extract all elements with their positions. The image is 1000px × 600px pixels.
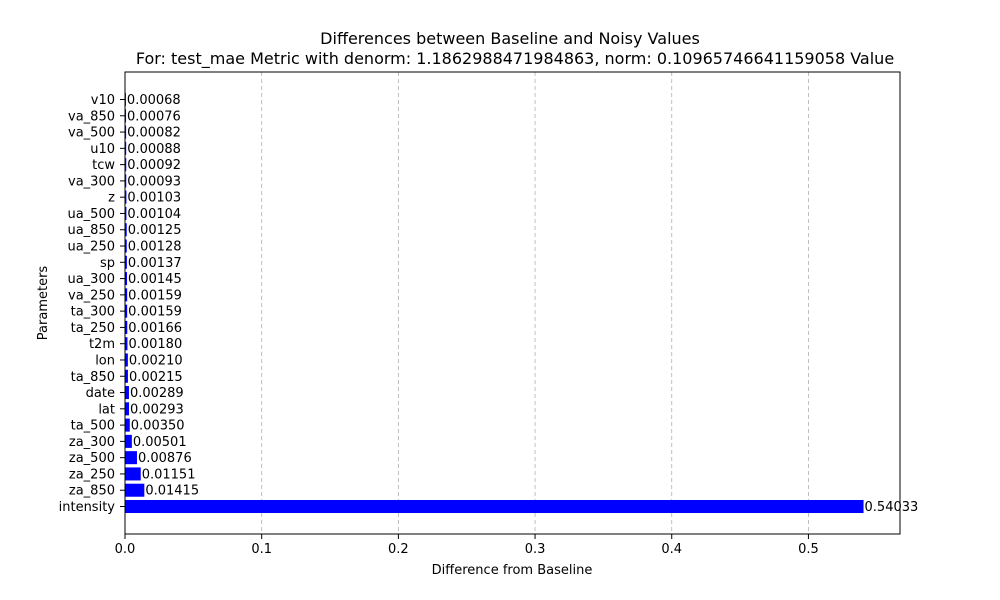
value-label: 0.00104 — [127, 207, 181, 222]
value-label: 0.00068 — [127, 93, 181, 108]
bar-tcw — [125, 158, 127, 172]
x-tick-label: 0.3 — [525, 542, 546, 557]
value-label: 0.00076 — [127, 109, 181, 124]
value-label: 0.01415 — [145, 484, 199, 499]
y-tick-label: va_250 — [68, 288, 115, 303]
value-label: 0.00088 — [127, 142, 181, 157]
chart-title: Differences between Baseline and Noisy V… — [320, 29, 700, 48]
value-label: 0.00125 — [128, 223, 182, 238]
x-axis-label: Difference from Baseline — [432, 563, 593, 578]
x-axis-ticks: 0.0 0.1 0.2 0.3 0.4 0.5 — [115, 534, 819, 557]
y-tick-label: tcw — [92, 158, 115, 173]
value-label: 0.00166 — [128, 321, 182, 336]
bar-za_500 — [125, 451, 137, 465]
y-tick-label: va_500 — [68, 126, 115, 141]
bar-va_300 — [125, 174, 127, 188]
value-label: 0.00103 — [127, 191, 181, 206]
y-axis-label: Parameters — [36, 266, 51, 341]
chart-subtitle: For: test_mae Metric with denorm: 1.1862… — [136, 49, 894, 69]
value-label: 0.00293 — [130, 402, 184, 417]
y-tick-label: za_250 — [69, 467, 115, 482]
y-tick-label: intensity — [59, 500, 116, 515]
bar-date — [125, 386, 129, 400]
y-tick-label: za_300 — [69, 435, 115, 450]
y-tick-label: ta_300 — [71, 305, 115, 320]
y-tick-label: sp — [100, 256, 115, 271]
y-tick-label: ua_500 — [67, 207, 115, 222]
bar-intensity — [125, 499, 864, 514]
bar-ta_250 — [125, 320, 128, 334]
bar-za_850 — [125, 483, 145, 497]
bar-ta_500 — [125, 418, 130, 432]
value-label: 0.01151 — [142, 467, 196, 482]
bar-ta_850 — [125, 369, 128, 383]
value-label: 0.00082 — [127, 126, 181, 141]
y-tick-label: t2m — [89, 337, 115, 352]
value-labels: 0.54033 0.01415 0.011510.008760.005010.003… — [127, 93, 918, 515]
value-label: 0.00289 — [130, 386, 184, 401]
value-label: 0.00215 — [129, 370, 183, 385]
bar-u10 — [125, 141, 127, 155]
value-label: 0.00210 — [129, 353, 183, 368]
value-label: 0.00180 — [128, 337, 182, 352]
y-tick-label: za_500 — [69, 451, 115, 466]
bar-z — [125, 190, 127, 204]
value-label: 0.00128 — [128, 240, 182, 255]
y-tick-label: za_850 — [69, 484, 115, 499]
value-label: 0.00350 — [131, 419, 185, 434]
grid-lines — [124, 72, 809, 534]
y-tick-label: ua_300 — [67, 272, 115, 287]
y-tick-label: va_850 — [68, 109, 115, 124]
bar-lat — [125, 402, 130, 416]
value-label: 0.00159 — [128, 288, 182, 303]
plot-frame — [124, 71, 901, 535]
bars — [125, 92, 864, 514]
bar-va_850 — [125, 109, 127, 123]
bar-va_250 — [125, 288, 128, 302]
x-tick-label: 0.1 — [251, 542, 272, 557]
y-tick-label: ta_250 — [71, 321, 115, 336]
y-tick-label: ta_500 — [71, 419, 115, 434]
value-label: 0.54033 — [865, 500, 919, 515]
bar-za_250 — [125, 467, 141, 481]
x-tick-label: 0.4 — [661, 542, 682, 557]
y-tick-label: lon — [95, 353, 115, 368]
value-label: 0.00145 — [128, 272, 182, 287]
value-label: 0.00093 — [127, 174, 181, 189]
y-tick-label: ua_850 — [67, 223, 115, 238]
bar-ua_250 — [125, 239, 127, 253]
value-label: 0.00876 — [138, 451, 192, 466]
bar-t2m — [125, 337, 128, 351]
y-tick-label: ta_850 — [71, 370, 115, 385]
bar-lon — [125, 353, 128, 367]
x-tick-label: 0.0 — [115, 542, 136, 557]
y-tick-label: lat — [98, 402, 115, 417]
y-tick-label: ua_250 — [67, 240, 115, 255]
y-tick-label: z — [108, 191, 115, 206]
y-tick-label: v10 — [91, 93, 115, 108]
bar-za_300 — [125, 434, 132, 448]
value-label: 0.00159 — [128, 305, 182, 320]
value-label: 0.00501 — [133, 435, 187, 450]
x-tick-label: 0.2 — [388, 542, 409, 557]
bar-ta_300 — [125, 304, 128, 318]
bar-ua_300 — [125, 272, 127, 286]
y-tick-label: u10 — [90, 142, 115, 157]
bar-sp — [125, 255, 127, 269]
y-tick-label: va_300 — [68, 174, 115, 189]
y-tick-label: date — [86, 386, 115, 401]
bar-ua_500 — [125, 206, 127, 220]
bar-ua_850 — [125, 223, 127, 237]
bar-va_500 — [125, 125, 127, 139]
x-tick-label: 0.5 — [798, 542, 819, 557]
value-label: 0.00092 — [127, 158, 181, 173]
value-label: 0.00137 — [128, 256, 182, 271]
